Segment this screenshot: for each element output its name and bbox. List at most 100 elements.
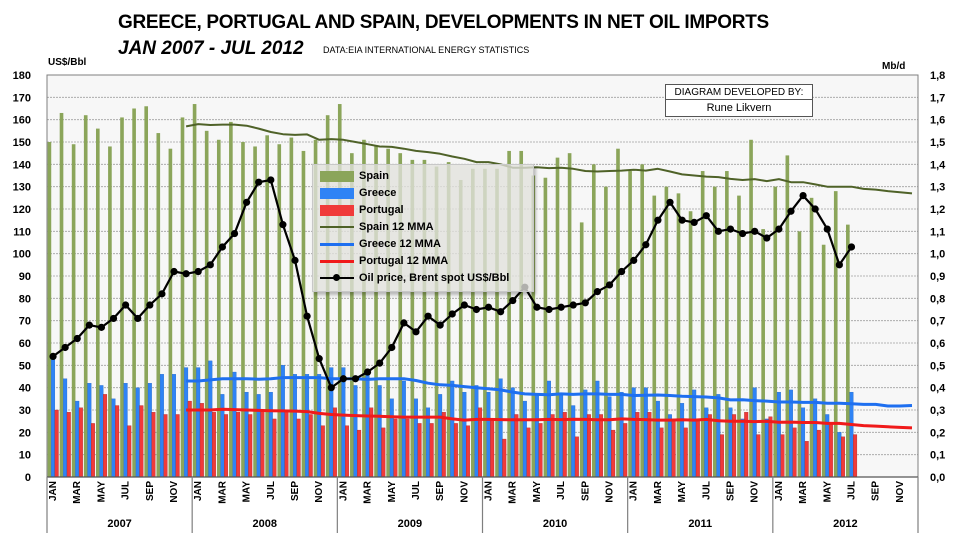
bar-spain — [749, 139, 753, 477]
oil-price-marker — [388, 343, 396, 352]
legend-label: Greece — [359, 187, 397, 199]
legend-item-oil-price: Oil price, Brent spot US$/Bbl — [319, 270, 509, 286]
bar-portugal — [272, 418, 277, 478]
oil-price-marker — [303, 312, 311, 320]
year-label: 2008 — [253, 518, 277, 530]
month-label: JAN — [338, 481, 349, 501]
bar-greece — [220, 394, 225, 478]
bar-portugal — [332, 407, 337, 478]
oil-price-marker — [109, 314, 118, 323]
bar-greece — [232, 371, 237, 478]
bar-spain — [821, 244, 826, 477]
bar-portugal — [635, 412, 640, 478]
y2-tick-label: 0,1 — [930, 450, 945, 462]
month-label: MAR — [72, 480, 83, 504]
y-tick-label: 90 — [19, 271, 31, 283]
y-tick-label: 20 — [19, 427, 31, 439]
bar-greece — [268, 391, 273, 478]
year-label: 2011 — [688, 518, 712, 530]
bar-portugal — [574, 436, 579, 478]
bar-greece — [619, 391, 624, 478]
bar-portugal — [816, 429, 821, 478]
credit-line-2: Rune Likvern — [706, 102, 772, 114]
y-tick-label: 30 — [19, 405, 31, 417]
y2-tick-label: 0,3 — [930, 405, 945, 417]
bar-greece — [293, 374, 297, 478]
oil-price-marker — [424, 312, 432, 320]
bar-greece — [172, 374, 176, 478]
oil-price-marker — [243, 198, 251, 206]
bar-spain — [59, 112, 64, 477]
oil-price-marker — [738, 229, 747, 238]
y2-tick-label: 0,5 — [930, 360, 945, 372]
bar-spain — [471, 168, 475, 478]
bar-spain — [350, 153, 354, 477]
bar-spain — [555, 157, 560, 477]
month-label: JAN — [484, 481, 495, 501]
y2-tick-label: 1,7 — [930, 92, 945, 104]
y-tick-label: 170 — [13, 92, 31, 104]
month-label: MAR — [217, 480, 228, 504]
oil-price-marker — [714, 227, 722, 235]
credit-line-1: DIAGRAM DEVELOPED BY: — [666, 85, 812, 100]
bar-spain — [386, 148, 390, 477]
bar-greece — [256, 394, 261, 478]
month-label: JUL — [701, 481, 712, 500]
oil-price-marker — [351, 375, 360, 383]
bar-portugal — [369, 407, 374, 478]
y-tick-label: 0 — [25, 472, 31, 484]
bar-spain — [797, 231, 802, 477]
bar-portugal — [54, 409, 59, 478]
bar-spain — [83, 115, 88, 477]
credit-box: DIAGRAM DEVELOPED BY: Rune Likvern — [665, 84, 813, 117]
bar-portugal — [345, 425, 349, 478]
oil-price-marker — [170, 267, 178, 276]
bar-spain — [519, 150, 524, 477]
bar-greece — [111, 398, 116, 478]
bar-portugal — [853, 434, 858, 478]
bar-greece — [305, 374, 310, 478]
bar-portugal — [187, 400, 192, 478]
legend-swatch-oil-price — [319, 270, 355, 286]
month-label: SEP — [145, 481, 156, 501]
bar-spain — [422, 159, 427, 477]
legend-swatch-portugal — [319, 202, 355, 218]
legend-label: Greece 12 MMA — [359, 238, 441, 250]
year-label: 2010 — [543, 518, 567, 530]
line-spain-mma — [185, 123, 913, 195]
bar-portugal — [381, 427, 386, 478]
oil-price-marker — [158, 290, 166, 298]
oil-price-marker — [73, 334, 81, 343]
bar-greece — [680, 403, 685, 478]
bar-greece — [631, 387, 636, 478]
bar-portugal — [490, 418, 495, 478]
bar-spain — [616, 148, 620, 477]
oil-price-marker — [763, 234, 771, 242]
bar-portugal — [768, 416, 773, 478]
month-label: MAY — [532, 481, 543, 503]
oil-price-marker — [472, 305, 481, 314]
oil-price-marker — [279, 221, 287, 229]
bar-greece — [692, 389, 697, 478]
month-label: MAR — [653, 480, 664, 504]
bar-portugal — [224, 414, 229, 478]
y-tick-label: 160 — [13, 115, 31, 127]
legend-swatch-portugal-mma — [319, 253, 355, 269]
legend-swatch-greece-mma — [319, 236, 355, 252]
y-tick-label: 150 — [13, 137, 31, 149]
oil-price-marker — [545, 305, 553, 314]
oil-price-marker — [376, 359, 384, 367]
bar-portugal — [151, 412, 156, 478]
oil-price-marker — [218, 243, 227, 251]
legend-swatch-spain-mma — [319, 219, 355, 235]
y-tick-label: 70 — [19, 316, 31, 328]
bar-greece — [776, 391, 781, 478]
bar-spain — [410, 159, 415, 477]
bar-spain — [737, 195, 741, 477]
oil-price-marker — [182, 270, 190, 278]
bar-spain — [229, 121, 233, 478]
bar-greece — [389, 398, 394, 478]
bar-greece — [837, 432, 842, 478]
bar-spain — [628, 171, 632, 478]
oil-price-marker — [605, 281, 614, 289]
